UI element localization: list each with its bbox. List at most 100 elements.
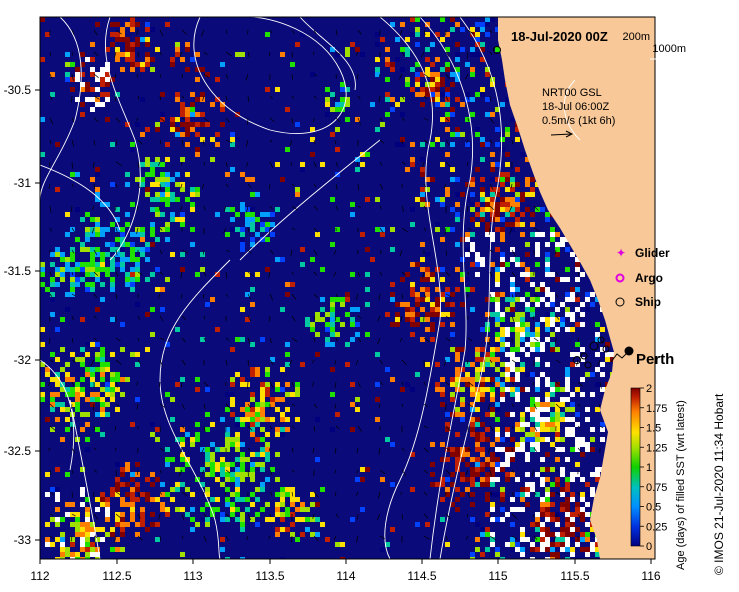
sst-pixel <box>130 242 135 247</box>
sst-pixel <box>400 112 405 117</box>
sst-pixel <box>105 507 110 512</box>
sst-pixel <box>320 162 325 167</box>
sst-pixel <box>75 512 80 517</box>
sst-pixel <box>135 532 140 537</box>
current-vector <box>137 315 140 320</box>
sst-pixel <box>485 462 490 467</box>
sst-pixel <box>80 487 85 492</box>
sst-pixel <box>545 337 550 342</box>
sst-pixel <box>195 52 200 57</box>
current-vector <box>181 535 184 540</box>
sst-pixel <box>95 262 100 267</box>
sst-pixel <box>475 482 480 487</box>
sst-pixel <box>385 542 390 547</box>
sst-pixel <box>185 42 190 47</box>
sst-pixel <box>455 407 460 412</box>
sst-pixel <box>450 207 455 212</box>
sst-pixel <box>60 257 65 262</box>
sst-pixel <box>505 452 510 457</box>
sst-pixel <box>435 137 440 142</box>
current-vector <box>357 271 360 277</box>
sst-pixel <box>460 492 465 497</box>
sst-pixel <box>510 442 515 447</box>
sst-pixel <box>585 537 590 542</box>
sst-pixel <box>190 207 195 212</box>
sst-pixel <box>350 382 355 387</box>
sst-pixel <box>235 137 240 142</box>
sst-pixel <box>145 172 150 177</box>
sst-pixel <box>40 57 45 62</box>
sst-pixel <box>430 312 435 317</box>
sst-pixel <box>485 352 490 357</box>
sst-pixel <box>610 352 615 357</box>
sst-pixel <box>105 502 110 507</box>
sst-pixel <box>440 37 445 42</box>
current-vector <box>137 535 143 541</box>
sst-pixel <box>120 392 125 397</box>
sst-pixel <box>105 367 110 372</box>
sst-pixel <box>310 492 315 497</box>
sst-pixel <box>205 487 210 492</box>
sst-pixel <box>540 287 545 292</box>
sst-pixel <box>265 87 270 92</box>
ship-label: Ship <box>635 295 661 309</box>
current-vector <box>93 513 99 520</box>
current-vector <box>335 425 340 430</box>
sst-pixel <box>420 167 425 172</box>
sst-pixel <box>100 262 105 267</box>
sst-pixel <box>155 427 160 432</box>
sst-pixel <box>555 522 560 527</box>
sst-pixel <box>215 97 220 102</box>
current-vector <box>181 139 184 147</box>
sst-pixel <box>235 442 240 447</box>
sst-pixel <box>460 472 465 477</box>
sst-pixel <box>380 232 385 237</box>
sst-pixel <box>465 452 470 457</box>
sst-pixel <box>165 177 170 182</box>
sst-pixel <box>575 502 580 507</box>
sst-pixel <box>275 407 280 412</box>
sst-pixel <box>135 42 140 47</box>
sst-pixel <box>335 127 340 132</box>
current-vector <box>489 29 493 33</box>
sst-pixel <box>190 527 195 532</box>
sst-pixel <box>375 197 380 202</box>
sst-pixel <box>540 317 545 322</box>
current-vector <box>532 513 535 518</box>
sst-pixel <box>580 392 585 397</box>
sst-pixel <box>295 387 300 392</box>
sst-pixel <box>490 167 495 172</box>
sst-pixel <box>175 127 180 132</box>
sst-pixel <box>520 332 525 337</box>
sst-pixel <box>180 482 185 487</box>
sst-pixel <box>110 287 115 292</box>
sst-pixel <box>485 547 490 552</box>
sst-pixel <box>205 387 210 392</box>
sst-pixel <box>220 537 225 542</box>
sst-pixel <box>285 282 290 287</box>
sst-pixel <box>560 547 565 552</box>
sst-pixel <box>495 357 500 362</box>
sst-pixel <box>440 67 445 72</box>
sst-pixel <box>150 512 155 517</box>
sst-pixel <box>250 417 255 422</box>
sst-pixel <box>385 367 390 372</box>
sst-pixel <box>230 402 235 407</box>
sst-pixel <box>530 347 535 352</box>
sst-pixel <box>50 292 55 297</box>
sst-pixel <box>425 362 430 367</box>
current-vector <box>378 95 381 103</box>
sst-pixel <box>445 67 450 72</box>
sst-pixel <box>335 107 340 112</box>
colorbar-gradient <box>630 387 641 547</box>
sst-pixel <box>195 192 200 197</box>
sst-pixel <box>565 312 570 317</box>
sst-pixel <box>95 197 100 202</box>
sst-pixel <box>515 397 520 402</box>
sst-pixel <box>530 442 535 447</box>
sst-pixel <box>560 317 565 322</box>
current-vector <box>377 491 381 499</box>
sst-pixel <box>485 112 490 117</box>
sst-pixel <box>585 522 590 527</box>
sst-pixel <box>60 557 65 559</box>
